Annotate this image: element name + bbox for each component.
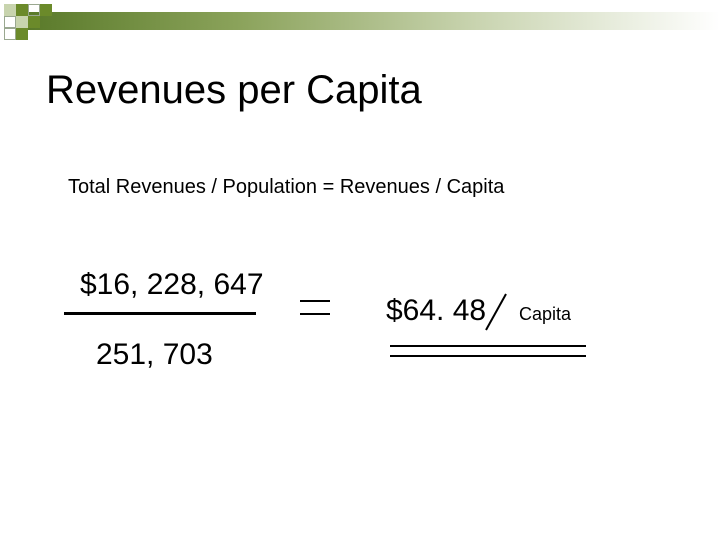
formula-text: Total Revenues / Population = Revenues /… bbox=[68, 176, 505, 198]
denominator-value: 251, 703 bbox=[96, 338, 213, 371]
slash-mark bbox=[485, 293, 507, 331]
grid-square bbox=[28, 4, 40, 16]
grid-square bbox=[16, 28, 28, 40]
header-gradient-bar bbox=[28, 12, 720, 30]
grid-square bbox=[16, 4, 28, 16]
result-value: $64. 48 bbox=[386, 294, 487, 327]
grid-square bbox=[28, 16, 40, 28]
numerator-value: $16, 228, 647 bbox=[80, 268, 264, 301]
grid-square bbox=[40, 4, 52, 16]
underline-bottom bbox=[390, 355, 586, 357]
grid-square bbox=[16, 16, 28, 28]
grid-square bbox=[4, 28, 16, 40]
underline-top bbox=[390, 345, 586, 347]
equals-bar-top bbox=[300, 300, 330, 302]
result-double-underline bbox=[390, 345, 586, 359]
result-unit: Capita bbox=[519, 304, 572, 324]
fraction-bar bbox=[64, 312, 256, 315]
slide-title: Revenues per Capita bbox=[46, 68, 422, 112]
equals-bar-bottom bbox=[300, 313, 330, 315]
grid-square bbox=[4, 16, 16, 28]
grid-square bbox=[4, 4, 16, 16]
equals-sign bbox=[300, 300, 330, 316]
